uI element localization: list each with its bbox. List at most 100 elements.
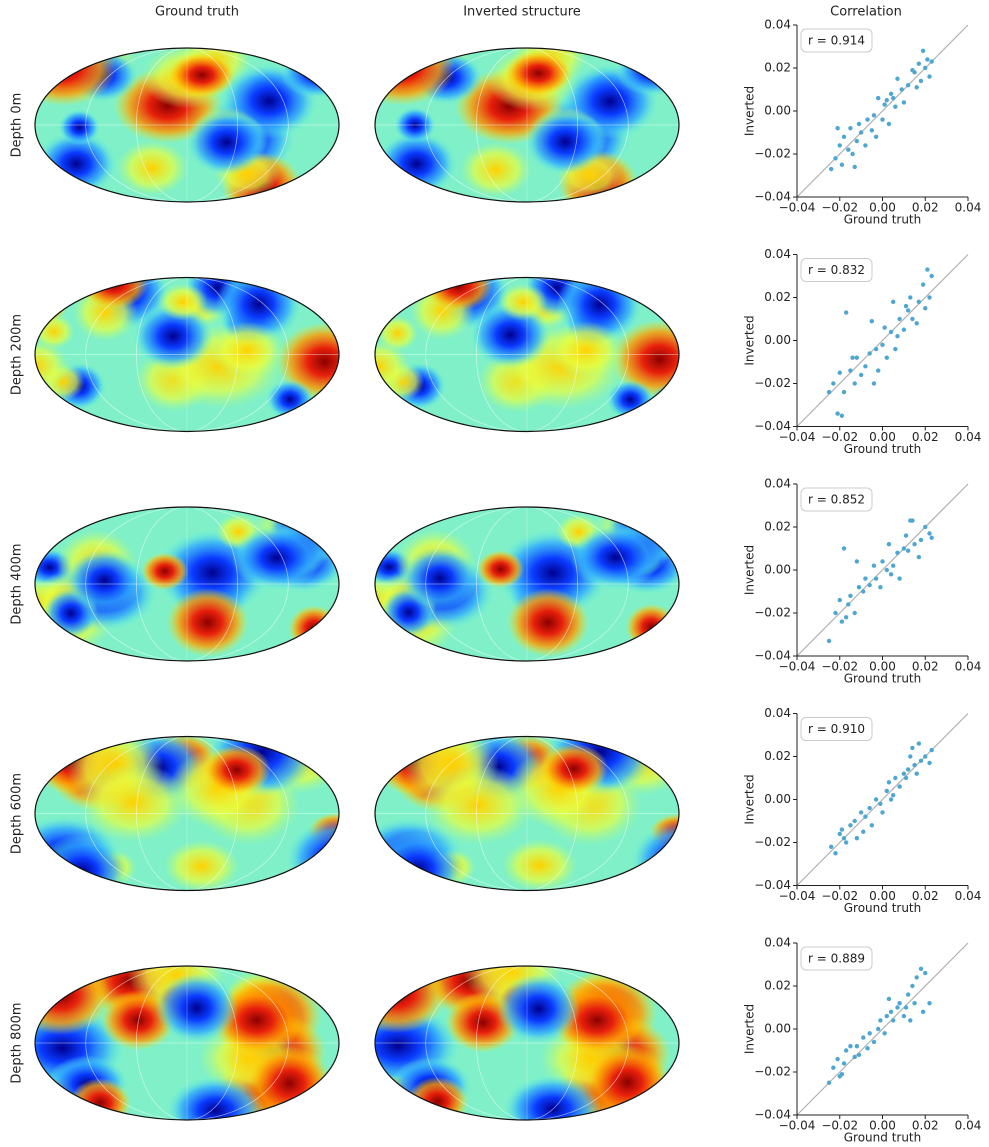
point [910,745,915,751]
point [843,1048,849,1053]
y-tick-label: 0.00 [764,1022,791,1036]
point [861,829,866,834]
map-anomaly [202,744,271,796]
x-tick-label: 0.04 [955,660,982,674]
map-anomaly [548,321,625,380]
y-tick-label: 0.04 [764,706,791,720]
point [890,299,896,304]
y-tick-label: −0.02 [754,376,791,390]
map-anomaly [246,1046,333,1120]
point [841,546,847,551]
y-tick-label: 0.04 [764,477,791,491]
x-tick-label: 0.00 [869,201,896,215]
x-axis-label: Ground truth [844,672,922,686]
point [831,381,836,386]
x-tick-label: 0.04 [955,1119,982,1133]
map-anomaly [166,588,249,657]
point [880,342,885,347]
point [897,784,902,789]
point [903,775,909,781]
y-axis-label: Inverted [743,774,757,824]
y-tick-label: −0.02 [754,147,791,161]
map-anomaly [631,853,679,891]
map-anomaly [35,48,117,107]
point [837,597,842,603]
point [888,329,894,335]
point [886,542,892,547]
point [852,1054,857,1060]
point [914,321,919,326]
point [837,831,842,837]
point [916,554,922,560]
point [884,567,889,573]
point [895,550,900,555]
map-anomaly [497,283,548,321]
point [843,615,849,620]
map-anomaly [375,280,405,322]
x-tick-label: 0.00 [869,660,896,674]
point [841,1061,847,1066]
y-tick-label: −0.04 [754,419,791,433]
reference-line [796,942,969,1116]
map-anomaly [186,110,267,175]
point [835,1056,840,1062]
point [895,1005,900,1010]
point [878,585,883,590]
map [35,966,339,1120]
y-tick-label: 0.02 [764,61,791,75]
map-anomaly [157,283,208,321]
x-tick-label: 0.04 [955,430,982,444]
column-title: Inverted structure [463,5,581,20]
point [873,797,879,802]
map-anomaly [69,1078,131,1120]
point [923,65,928,71]
point [867,582,872,588]
point [850,355,855,360]
point [914,85,919,90]
point [848,823,853,828]
point [927,531,932,536]
map [375,48,679,202]
point [899,87,904,92]
map-anomaly [141,552,189,591]
map-outline [34,965,340,1121]
point [873,346,879,352]
y-tick-label: 0.00 [764,333,791,347]
point [876,1026,881,1032]
y-tick-label: 0.04 [764,18,791,32]
map-anomaly [503,1075,602,1120]
map-outline [34,735,340,892]
x-tick-label: −0.02 [821,660,858,674]
point [869,823,875,828]
point [905,767,911,772]
point [895,334,900,339]
point [929,59,934,64]
map-anomaly [35,834,128,891]
map-anomaly [407,1076,469,1120]
point [848,126,853,131]
annotation-box [800,258,873,282]
point [916,61,922,66]
point [916,299,922,304]
point [920,282,926,287]
point [908,754,913,759]
row-label: Depth 400m [10,543,25,624]
point [901,327,907,332]
annotation-box [800,487,873,512]
point [923,754,928,759]
point [843,310,849,315]
point [871,1039,877,1045]
point [923,524,928,530]
point [905,992,911,997]
point [826,389,832,395]
point [905,548,911,553]
point [843,840,849,845]
point [856,585,862,590]
annotation: r = 0.889 [808,952,865,966]
y-tick-label: 0.02 [764,290,791,304]
point [882,102,887,107]
point [863,143,868,148]
point [888,91,894,97]
map-anomaly [58,109,100,146]
row-label: Depth 600m [10,773,25,854]
